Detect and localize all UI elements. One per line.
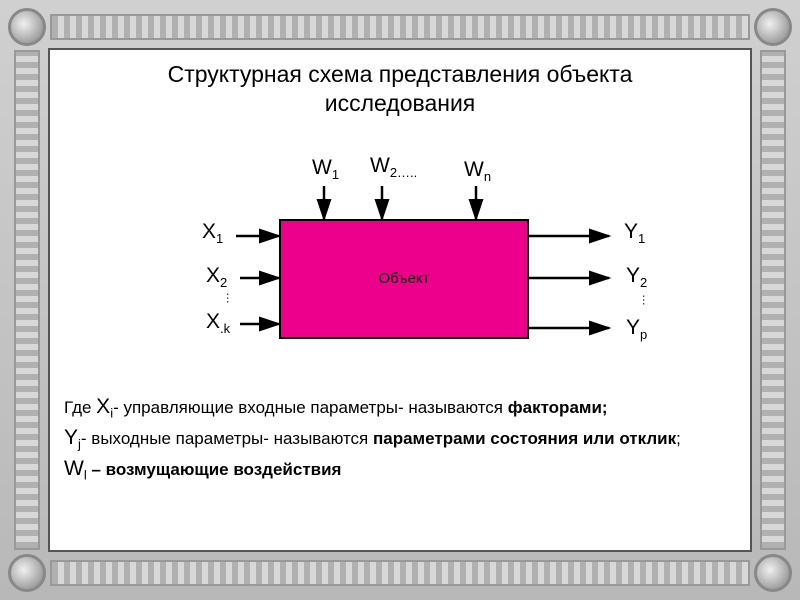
- frame-corner-bl: [8, 554, 46, 592]
- frame-rail-bottom: [50, 560, 750, 586]
- x-label-0: X1: [202, 220, 223, 246]
- object-box: Объект: [279, 219, 529, 339]
- w-label-0: W1: [312, 156, 339, 182]
- title-line-2: исследования: [325, 90, 476, 116]
- frame-rail-left: [14, 50, 40, 550]
- legend-line-w: Wl – возмущающие воздействия: [64, 454, 736, 485]
- slide-title: Структурная схема представления объекта …: [64, 60, 736, 118]
- y-vdots: …: [640, 294, 654, 307]
- x-label-1: X2: [206, 264, 227, 290]
- w-label-2: Wn: [464, 158, 491, 184]
- w-label-1: W2…..: [370, 154, 417, 180]
- x-label-2: X.k: [206, 310, 230, 336]
- slide-frame: Структурная схема представления объекта …: [0, 0, 800, 600]
- frame-corner-tl: [8, 8, 46, 46]
- y-label-1: Y2: [626, 264, 647, 290]
- frame-rail-right: [760, 50, 786, 550]
- frame-corner-tr: [754, 8, 792, 46]
- legend-line-x: Где Xi- управляющие входные параметры- н…: [64, 392, 736, 423]
- title-line-1: Структурная схема представления объекта: [168, 61, 633, 87]
- slide-content: Структурная схема представления объекта …: [48, 48, 752, 552]
- x-vdots: …: [224, 292, 238, 305]
- block-diagram: Объект W1 W2….. Wn X1 X2 X.k … Y1 Y2 Yp …: [64, 124, 736, 384]
- legend-text: Где Xi- управляющие входные параметры- н…: [64, 392, 736, 486]
- y-label-0: Y1: [624, 220, 645, 246]
- legend-line-y: Yj- выходные параметры- называются парам…: [64, 423, 736, 454]
- frame-corner-br: [754, 554, 792, 592]
- y-label-2: Yp: [626, 316, 647, 342]
- frame-rail-top: [50, 14, 750, 40]
